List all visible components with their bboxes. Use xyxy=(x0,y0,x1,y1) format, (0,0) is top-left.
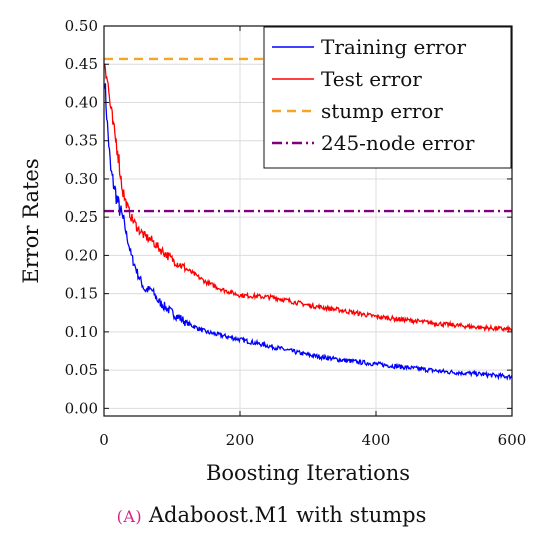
plot-frame xyxy=(103,25,513,417)
y-tick-label: 0.45 xyxy=(65,55,98,73)
x-tick-label: 600 xyxy=(498,431,527,449)
x-axis: 0 200 400 600 xyxy=(99,26,526,449)
y-tick-label: 0.05 xyxy=(65,361,98,379)
x-tick-label: 200 xyxy=(226,431,255,449)
series-line-training-error xyxy=(104,83,512,381)
y-tick-label: 0.15 xyxy=(65,285,98,303)
y-tick-label: 0.40 xyxy=(65,93,98,111)
y-tick-label: 0.10 xyxy=(65,323,98,341)
y-tick-label: 0.50 xyxy=(65,17,98,35)
series-line-test-error xyxy=(104,63,512,333)
x-axis-title: Boosting Iterations xyxy=(206,461,410,485)
y-tick-label: 0.20 xyxy=(65,246,98,264)
caption-text: Adaboost.M1 with stumps xyxy=(148,503,427,527)
y-tick-label: 0.00 xyxy=(65,399,98,417)
caption-tag: (A) xyxy=(116,507,143,526)
legend-box xyxy=(263,26,512,169)
x-tick-label: 0 xyxy=(99,431,109,449)
legend-label: stump error xyxy=(321,99,443,123)
y-axis: 0.00 0.05 0.10 0.15 0.20 0.25 0.30 0.35 0.40 0.45… xyxy=(65,17,512,417)
legend-label: Training error xyxy=(321,35,467,59)
y-tick-label: 0.30 xyxy=(65,170,98,188)
legend-label: 245-node error xyxy=(321,131,475,155)
figure-caption: (A) Adaboost.M1 with stumps xyxy=(0,503,543,527)
y-tick-label: 0.35 xyxy=(65,132,98,150)
legend-label: Test error xyxy=(321,67,422,91)
y-tick-label: 0.25 xyxy=(65,208,98,226)
chart: 0.00 0.05 0.10 0.15 0.20 0.25 0.30 0.35 0.40 0.45… xyxy=(19,17,526,485)
y-axis-title: Error Rates xyxy=(19,158,43,283)
x-tick-label: 400 xyxy=(362,431,391,449)
legend: Training error Test error stump error 245-n… xyxy=(263,26,512,169)
